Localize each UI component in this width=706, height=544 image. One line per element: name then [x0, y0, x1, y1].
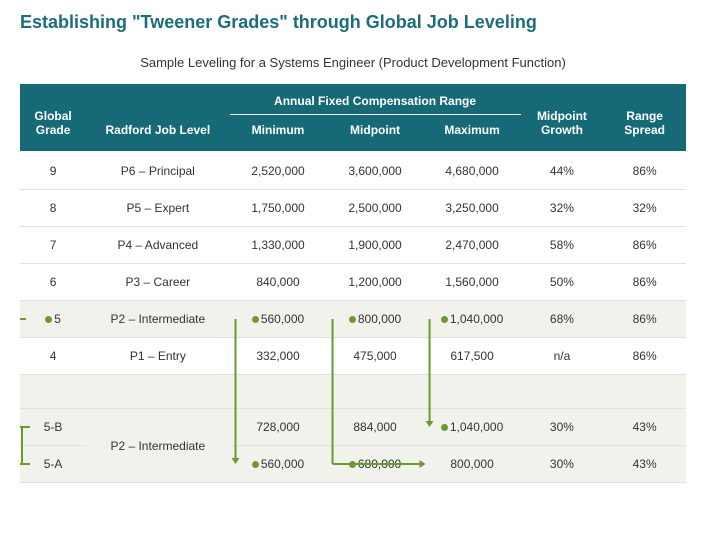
cell: 3,600,000 [327, 152, 424, 190]
cell: 32% [603, 190, 686, 227]
leveling-table: Global Grade Radford Job Level Annual Fi… [20, 84, 686, 483]
dot-icon [349, 461, 356, 468]
cell: 2,470,000 [424, 227, 521, 264]
cell: P1 – Entry [86, 338, 229, 375]
cell: 4,680,000 [424, 152, 521, 190]
cell: 86% [603, 264, 686, 301]
cell: 1,560,000 [424, 264, 521, 301]
cell: 800,000 [424, 446, 521, 483]
cell: 1,040,000 [424, 409, 521, 446]
dot-icon [252, 461, 259, 468]
cell: 5 [20, 301, 86, 338]
cell: 1,750,000 [230, 190, 327, 227]
cell: 44% [521, 152, 604, 190]
cell: P2 – Intermediate [86, 301, 229, 338]
cell: 68% [521, 301, 604, 338]
cell: 43% [603, 409, 686, 446]
cell: 7 [20, 227, 86, 264]
dot-icon [441, 316, 448, 323]
cell: n/a [521, 338, 604, 375]
table-header: Global Grade Radford Job Level Annual Fi… [20, 84, 686, 152]
cell: 43% [603, 446, 686, 483]
tweener-row-b: 5-BP2 – Intermediate728,000884,0001,040,… [20, 409, 686, 446]
cell: P3 – Career [86, 264, 229, 301]
dot-icon [441, 424, 448, 431]
tweener-level-cell: P2 – Intermediate [86, 409, 229, 483]
cell: P5 – Expert [86, 190, 229, 227]
col-max: Maximum [424, 115, 521, 153]
cell: 6 [20, 264, 86, 301]
table-row: 9P6 – Principal2,520,0003,600,0004,680,0… [20, 152, 686, 190]
cell: 1,040,000 [424, 301, 521, 338]
cell: 332,000 [230, 338, 327, 375]
col-grade: Global Grade [20, 84, 86, 152]
dot-icon [349, 316, 356, 323]
cell: 58% [521, 227, 604, 264]
cell: 50% [521, 264, 604, 301]
cell: 86% [603, 338, 686, 375]
col-growth: Midpoint Growth [521, 84, 604, 152]
cell: 560,000 [230, 446, 327, 483]
cell: 1,330,000 [230, 227, 327, 264]
col-mid: Midpoint [327, 115, 424, 153]
table-row: 8P5 – Expert1,750,0002,500,0003,250,0003… [20, 190, 686, 227]
table-row: 6P3 – Career840,0001,200,0001,560,00050%… [20, 264, 686, 301]
cell: 32% [521, 190, 604, 227]
cell: 86% [603, 152, 686, 190]
table-body: 9P6 – Principal2,520,0003,600,0004,680,0… [20, 152, 686, 483]
cell: 2,520,000 [230, 152, 327, 190]
cell: 3,250,000 [424, 190, 521, 227]
cell: 4 [20, 338, 86, 375]
table-row: 4P1 – Entry332,000475,000617,500n/a86% [20, 338, 686, 375]
dot-icon [252, 316, 259, 323]
page-title: Establishing "Tweener Grades" through Gl… [20, 12, 686, 33]
cell: 1,900,000 [327, 227, 424, 264]
cell: P6 – Principal [86, 152, 229, 190]
cell: 86% [603, 227, 686, 264]
dot-icon [45, 316, 52, 323]
cell: 617,500 [424, 338, 521, 375]
cell: 5-A [20, 446, 86, 483]
cell: 2,500,000 [327, 190, 424, 227]
table-row: 7P4 – Advanced1,330,0001,900,0002,470,00… [20, 227, 686, 264]
spacer-row [20, 375, 686, 409]
cell: 475,000 [327, 338, 424, 375]
cell: 1,200,000 [327, 264, 424, 301]
col-level: Radford Job Level [86, 84, 229, 152]
cell: 884,000 [327, 409, 424, 446]
cell: P4 – Advanced [86, 227, 229, 264]
cell: 560,000 [230, 301, 327, 338]
subtitle: Sample Leveling for a Systems Engineer (… [20, 55, 686, 70]
cell: 680,000 [327, 446, 424, 483]
cell: 30% [521, 409, 604, 446]
cell: 5-B [20, 409, 86, 446]
table-row: 5P2 – Intermediate560,000800,0001,040,00… [20, 301, 686, 338]
cell: 9 [20, 152, 86, 190]
col-comp-group: Annual Fixed Compensation Range [230, 84, 521, 115]
col-min: Minimum [230, 115, 327, 153]
cell: 30% [521, 446, 604, 483]
cell: 840,000 [230, 264, 327, 301]
cell: 800,000 [327, 301, 424, 338]
cell: 728,000 [230, 409, 327, 446]
cell: 8 [20, 190, 86, 227]
col-spread: Range Spread [603, 84, 686, 152]
cell: 86% [603, 301, 686, 338]
